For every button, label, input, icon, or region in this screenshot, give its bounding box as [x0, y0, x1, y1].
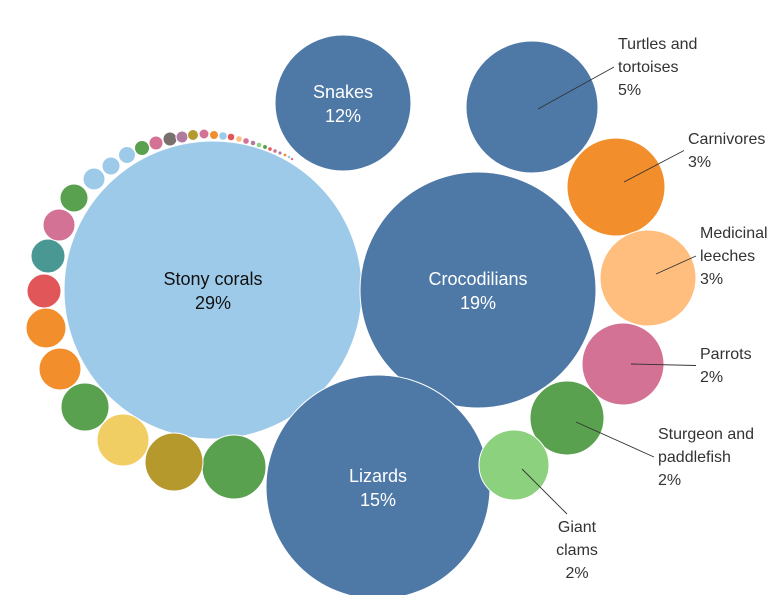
bubble-layer	[25, 34, 697, 595]
label-sturgeon-and-paddlefish-value: 2%	[658, 472, 681, 489]
bubble-medicinal-leeches[interactable]	[599, 229, 697, 327]
label-lizards-name: Lizards	[349, 466, 407, 486]
label-medicinal-leeches-name-line-1: Medicinal	[700, 225, 768, 242]
bubble-carnivores[interactable]	[566, 137, 666, 237]
bubble-small[interactable]	[256, 142, 262, 148]
bubble-small[interactable]	[101, 156, 121, 176]
label-snakes-name: Snakes	[313, 82, 373, 102]
label-parrots-value: 2%	[700, 369, 723, 386]
label-carnivores-name-line-1: Carnivores	[688, 131, 765, 148]
bubble-small[interactable]	[162, 131, 178, 147]
label-giant-clams-name-line-2: clams	[556, 542, 598, 559]
label-carnivores-value: 3%	[688, 154, 711, 171]
bubble-parrots[interactable]	[581, 322, 665, 406]
bubble-small[interactable]	[262, 144, 268, 150]
bubble-small[interactable]	[38, 347, 82, 391]
bubble-small[interactable]	[175, 130, 189, 144]
bubble-small[interactable]	[42, 208, 76, 242]
bubble-small[interactable]	[287, 155, 291, 159]
bubble-sturgeon-and-paddlefish[interactable]	[529, 380, 605, 456]
bubble-small[interactable]	[283, 153, 287, 157]
bubble-turtles-and-tortoises[interactable]	[465, 40, 599, 174]
bubble-small[interactable]	[242, 137, 250, 145]
bubble-small[interactable]	[144, 432, 204, 492]
bubble-small[interactable]	[25, 307, 67, 349]
label-turtles-and-tortoises-value: 5%	[618, 82, 641, 99]
bubble-small[interactable]	[26, 273, 62, 309]
label-sturgeon-and-paddlefish-leader-line	[575, 421, 655, 458]
bubble-small[interactable]	[59, 183, 89, 213]
bubble-small[interactable]	[209, 130, 219, 140]
label-layer: Stony corals 29% Crocodilians 19% Lizards 15%…	[163, 36, 767, 582]
label-medicinal-leeches-name-line-2: leeches	[700, 248, 755, 265]
bubble-small[interactable]	[201, 434, 267, 500]
bubble-small[interactable]	[198, 128, 210, 140]
bubble-snakes[interactable]	[274, 34, 412, 172]
label-giant-clams-leader-line	[521, 468, 568, 515]
label-stony-corals-value: 29%	[195, 293, 231, 313]
label-snakes-value: 12%	[325, 106, 361, 126]
bubble-crocodilians[interactable]	[359, 171, 597, 409]
bubble-small[interactable]	[187, 129, 199, 141]
bubble-small[interactable]	[60, 382, 110, 432]
label-parrots-name-line-1: Parrots	[700, 346, 752, 363]
bubble-small[interactable]	[290, 157, 294, 161]
label-turtles-and-tortoises-name-line-2: tortoises	[618, 59, 678, 76]
leader-line-layer	[521, 66, 697, 515]
bubble-small[interactable]	[148, 135, 164, 151]
label-giant-clams-name-line-1: Giant	[558, 519, 597, 536]
bubble-small[interactable]	[278, 150, 283, 155]
bubble-small[interactable]	[134, 140, 150, 156]
label-carnivores-leader-line	[623, 150, 685, 183]
bubble-small[interactable]	[96, 413, 150, 467]
bubble-small[interactable]	[82, 167, 106, 191]
label-crocodilians-value: 19%	[460, 293, 496, 313]
label-medicinal-leeches-value: 3%	[700, 271, 723, 288]
label-lizards-value: 15%	[360, 490, 396, 510]
bubble-small[interactable]	[218, 131, 228, 141]
label-turtles-and-tortoises-leader-line	[537, 66, 615, 110]
label-sturgeon-and-paddlefish-name-line-2: paddlefish	[658, 449, 731, 466]
bubble-small[interactable]	[30, 238, 66, 274]
label-sturgeon-and-paddlefish-name-line-1: Sturgeon and	[658, 426, 754, 443]
bubble-giant-clams[interactable]	[478, 429, 550, 501]
label-turtles-and-tortoises-name-line-1: Turtles and	[618, 36, 697, 53]
label-crocodilians-name: Crocodilians	[428, 269, 527, 289]
bubble-small[interactable]	[272, 148, 278, 154]
label-stony-corals-name: Stony corals	[163, 269, 262, 289]
label-medicinal-leeches-leader-line	[655, 255, 697, 275]
bubble-small[interactable]	[227, 133, 235, 141]
bubble-small[interactable]	[118, 146, 136, 164]
label-parrots-leader-line	[630, 363, 697, 366]
bubble-small[interactable]	[267, 146, 273, 152]
label-giant-clams-value: 2%	[565, 565, 588, 582]
bubble-small[interactable]	[235, 135, 243, 143]
bubble-small[interactable]	[250, 140, 256, 146]
